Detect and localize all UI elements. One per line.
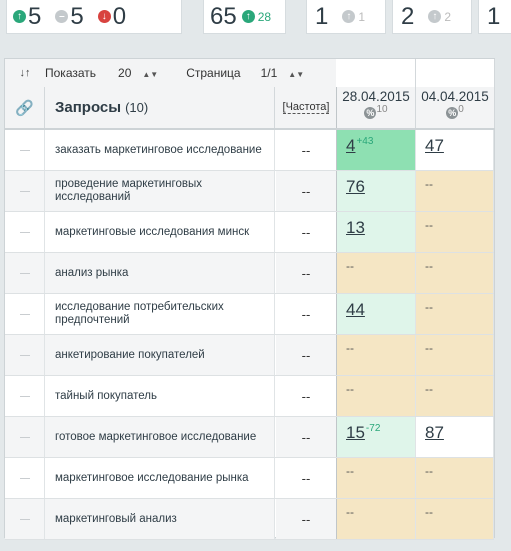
frequency-value: -- <box>276 458 337 498</box>
query-text: анкетирование покупателей <box>45 335 275 375</box>
summary-top: 65 28 <box>203 0 286 34</box>
position-cell: -- <box>416 294 494 334</box>
positions-table: ↓↑ Показать 20 ▲▼ Страница 1/1 ▲▼ 🔗 Запрос… <box>4 58 495 540</box>
query-text: исследование потребительских предпочтени… <box>45 294 275 334</box>
frequency-value: -- <box>276 376 337 416</box>
arrow-up-icon <box>342 10 356 23</box>
query-text: тайный покупатель <box>45 376 275 416</box>
count-up: 5 <box>28 2 42 30</box>
table-row: маркетинговые исследования минск -- 13 -- <box>5 212 494 253</box>
row-marker <box>5 417 45 457</box>
row-marker <box>5 212 45 252</box>
row-marker <box>5 458 45 498</box>
position-cell[interactable]: 87 <box>416 417 494 457</box>
summary-box-2: 2 2 <box>392 0 472 34</box>
row-marker <box>5 499 45 539</box>
table-row: маркетинговое исследование рынка -- -- -- <box>5 458 494 499</box>
query-text: маркетинговые исследования минск <box>45 212 275 252</box>
page-label: Страница <box>186 66 241 80</box>
row-marker <box>5 376 45 416</box>
percent-icon: % <box>446 106 459 119</box>
position-delta: -72 <box>365 423 381 434</box>
position-cell: -- <box>416 458 494 498</box>
position-cell: -- <box>337 376 416 416</box>
query-text: проведение маркетинговых исследований <box>45 171 275 211</box>
query-text: маркетинговое исследование рынка <box>45 458 275 498</box>
date-column-1[interactable]: 28.04.2015 % 10 <box>337 59 416 128</box>
table-row: исследование потребительских предпочтени… <box>5 294 494 335</box>
table-header: 🔗 Запросы (10) [Частота] 28.04.2015 % 10 0… <box>5 59 495 130</box>
frequency-value: -- <box>276 499 337 539</box>
summary-bar: 5 5 0 65 28 1 1 2 2 1 <box>0 0 511 46</box>
show-label: Показать <box>45 66 97 80</box>
table-row: проведение маркетинговых исследований -- 7… <box>5 171 494 212</box>
position-cell: -- <box>337 458 416 498</box>
table-row: тайный покупатель -- -- -- <box>5 376 494 417</box>
position-cell[interactable]: 15-72 <box>337 417 416 457</box>
select-arrows-icon: ▲▼ <box>288 70 305 79</box>
frequency-value: -- <box>276 212 337 252</box>
sort-icon[interactable]: ↓↑ <box>19 67 31 79</box>
query-text: готовое маркетинговое исследование <box>45 417 275 457</box>
summary-box-1: 1 1 <box>306 0 386 34</box>
position-cell: -- <box>337 253 416 293</box>
position-cell[interactable]: 4+43 <box>337 130 416 170</box>
link-icon[interactable]: 🔗 <box>5 87 45 128</box>
count-same: 5 <box>70 2 84 30</box>
table-body: заказать маркетинговое исследование -- 4+4… <box>5 130 494 540</box>
arrow-down-icon <box>97 10 111 23</box>
query-text: заказать маркетинговое исследование <box>45 130 275 170</box>
table-toolbar: ↓↑ Показать 20 ▲▼ Страница 1/1 ▲▼ <box>5 59 336 88</box>
frequency-value: -- <box>276 294 337 334</box>
arrow-up-icon <box>428 10 442 23</box>
position-cell: -- <box>416 253 494 293</box>
row-marker <box>5 335 45 375</box>
summary-position-changes: 5 5 0 <box>6 0 182 34</box>
position-cell: -- <box>416 171 494 211</box>
frequency-value: -- <box>276 130 337 170</box>
row-marker <box>5 130 45 170</box>
position-cell: -- <box>416 212 494 252</box>
no-change-icon <box>55 10 69 23</box>
position-cell[interactable]: 44 <box>337 294 416 334</box>
select-arrows-icon: ▲▼ <box>142 70 159 79</box>
summary-box-3: 1 <box>478 0 511 34</box>
position-cell: -- <box>337 499 416 539</box>
query-text: анализ рынка <box>45 253 275 293</box>
row-marker <box>5 294 45 334</box>
frequency-value: -- <box>276 253 337 293</box>
position-cell: -- <box>337 335 416 375</box>
frequency-value: -- <box>276 417 337 457</box>
row-marker <box>5 253 45 293</box>
page-size-select[interactable]: 20 ▲▼ <box>118 66 159 80</box>
query-text: маркетинговый анализ <box>45 499 275 539</box>
frequency-value: -- <box>276 335 337 375</box>
position-cell: -- <box>416 376 494 416</box>
row-marker <box>5 171 45 211</box>
date-column-2[interactable]: 04.04.2015 % 0 <box>416 59 495 128</box>
page-select[interactable]: 1/1 ▲▼ <box>260 66 305 80</box>
arrow-up-icon <box>13 10 26 23</box>
position-delta: +43 <box>356 136 374 147</box>
arrow-up-icon <box>241 10 255 23</box>
position-cell[interactable]: 13 <box>337 212 416 252</box>
frequency-header[interactable]: [Частота] <box>276 87 337 128</box>
table-row: маркетинговый анализ -- -- -- <box>5 499 494 540</box>
position-cell: -- <box>416 335 494 375</box>
top-delta: 28 <box>257 9 272 24</box>
table-row: анализ рынка -- -- -- <box>5 253 494 294</box>
queries-header: Запросы (10) <box>45 87 275 128</box>
position-cell[interactable]: 76 <box>337 171 416 211</box>
frequency-value: -- <box>276 171 337 211</box>
top-total: 65 <box>210 2 237 30</box>
position-cell[interactable]: 47 <box>416 130 494 170</box>
table-row: анкетирование покупателей -- -- -- <box>5 335 494 376</box>
count-down: 0 <box>112 2 127 30</box>
table-row: заказать маркетинговое исследование -- 4+4… <box>5 130 494 171</box>
table-row: готовое маркетинговое исследование -- 15-7… <box>5 417 494 458</box>
position-cell: -- <box>416 499 494 539</box>
percent-icon: % <box>364 106 377 119</box>
